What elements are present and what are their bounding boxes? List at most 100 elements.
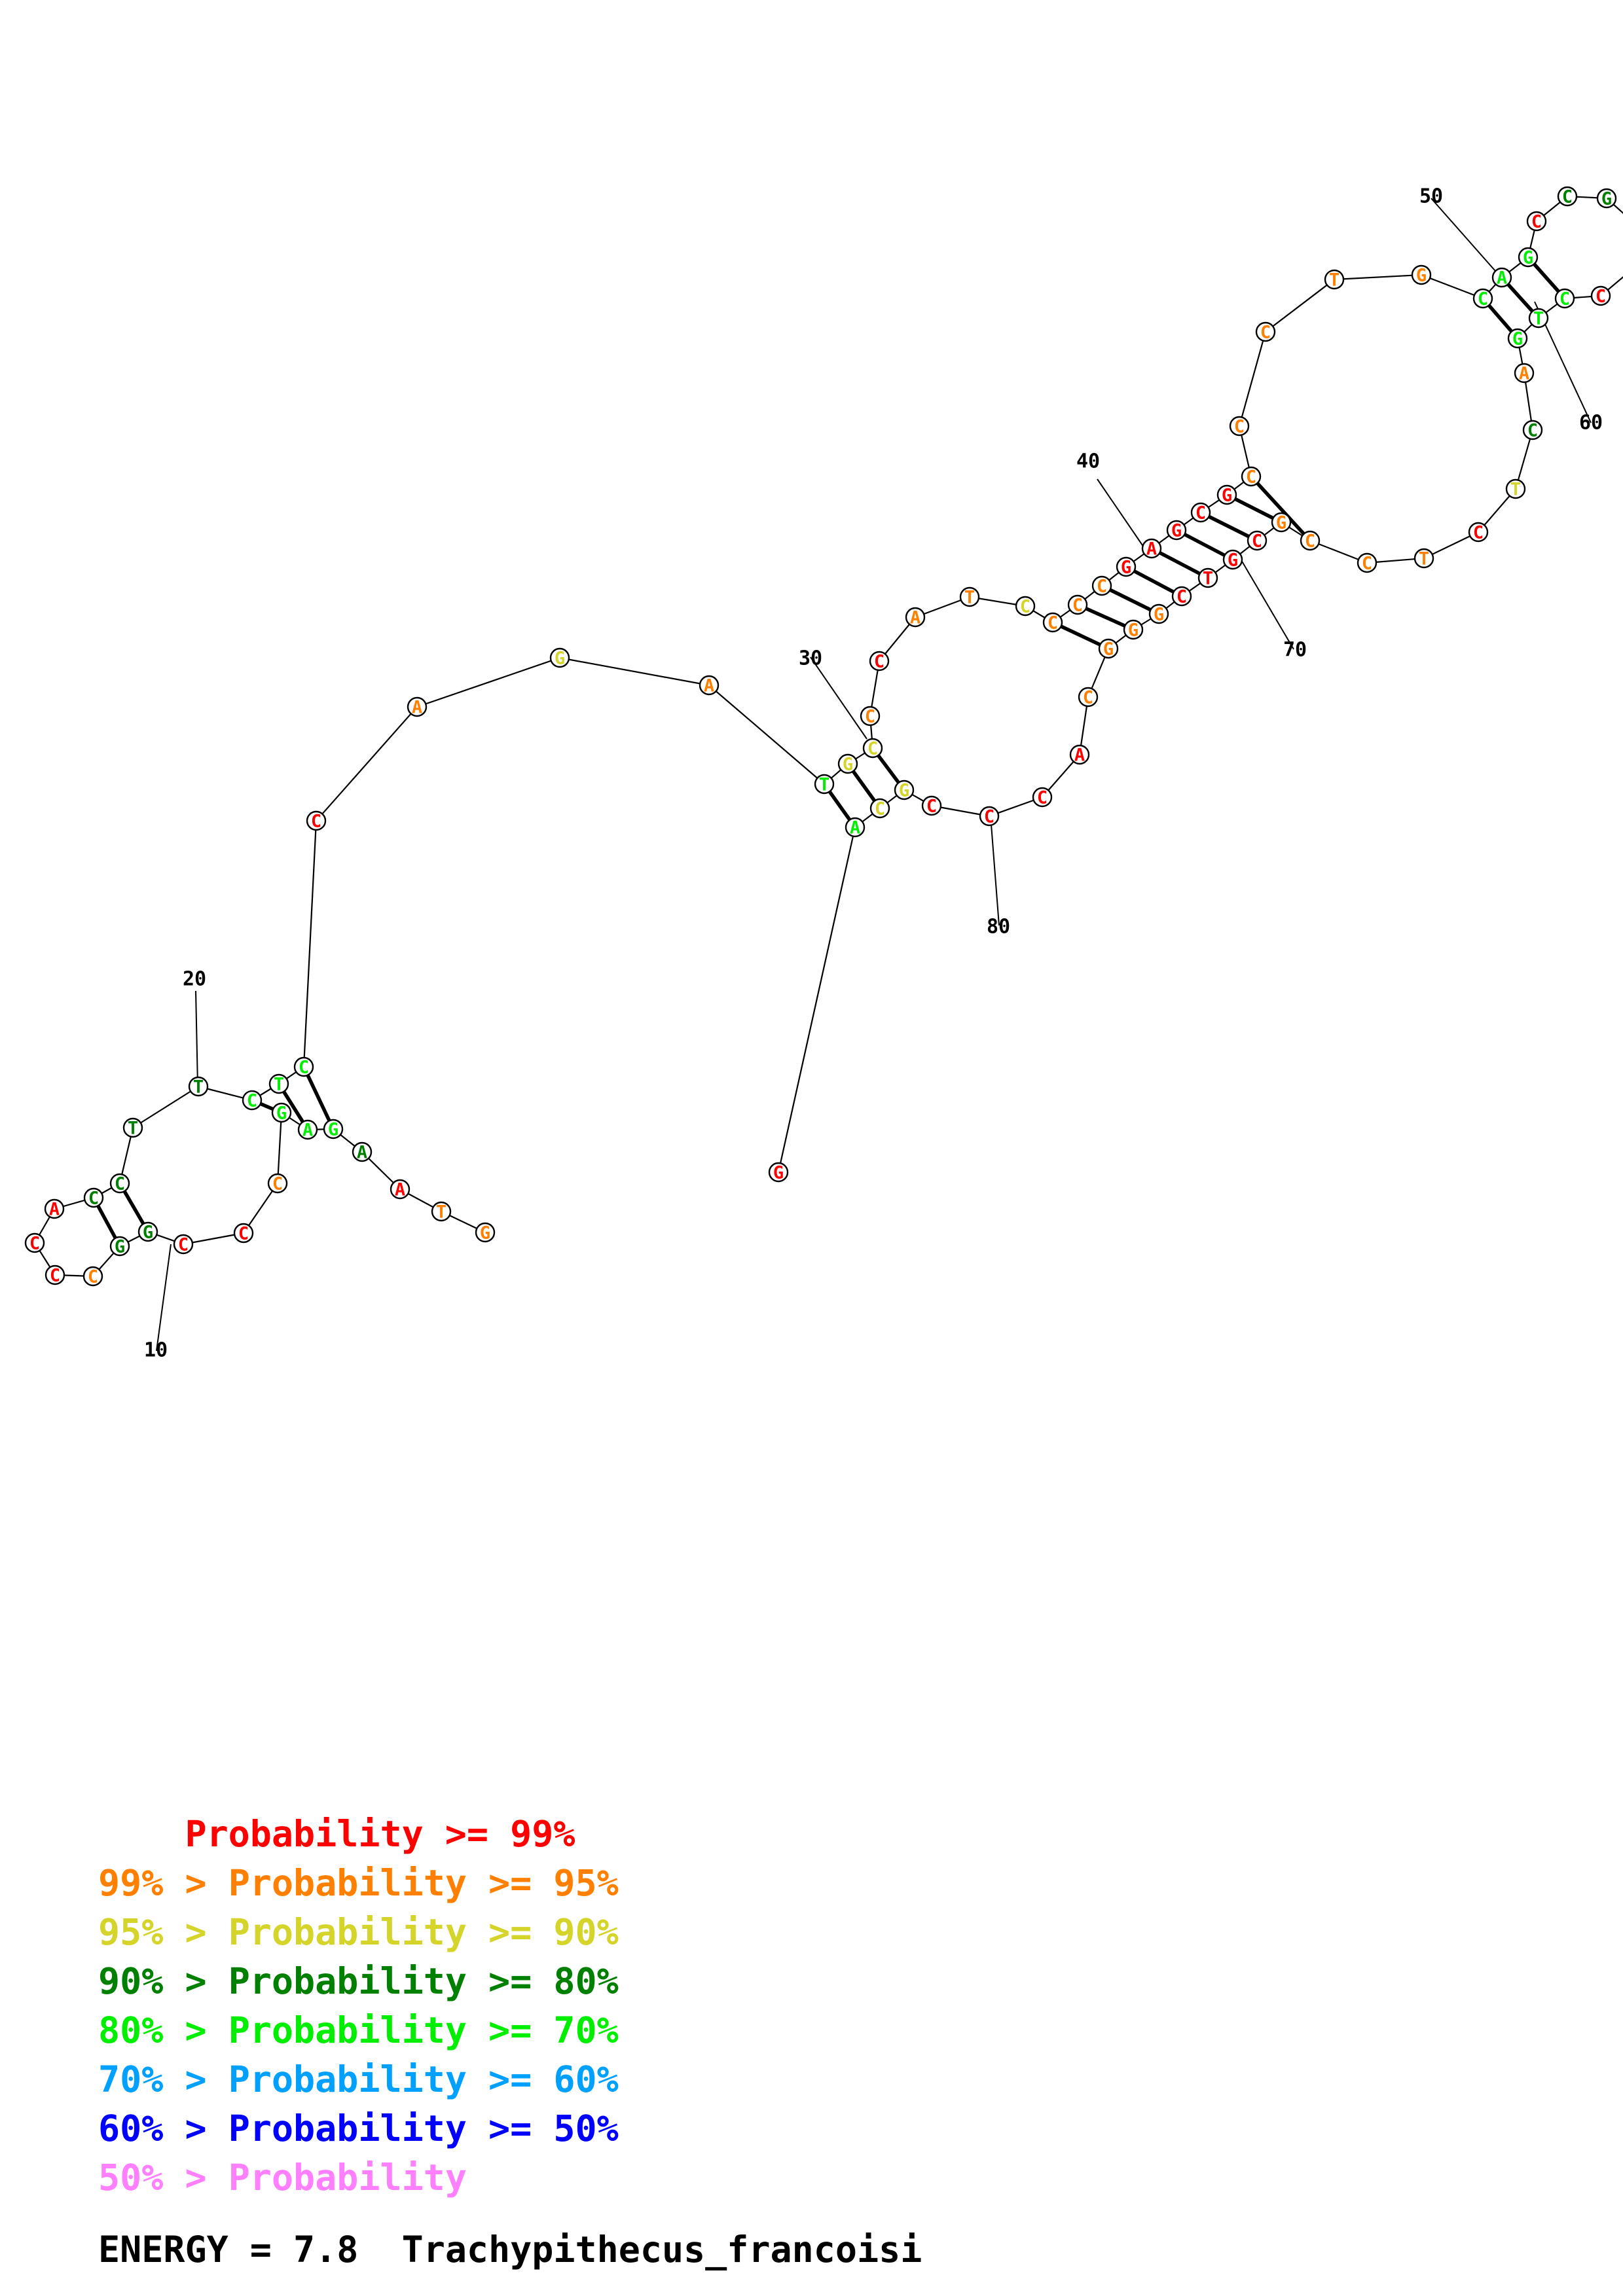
nucleotide-base: G xyxy=(1512,329,1523,350)
nucleotide-circle xyxy=(1241,466,1262,487)
nucleotide-base: A xyxy=(910,608,921,628)
position-label-70: 70 xyxy=(1283,639,1307,662)
nucleotide-base: C xyxy=(865,707,875,727)
base-pair-5-23 xyxy=(302,1066,335,1130)
nucleotide-circle xyxy=(1148,603,1169,624)
nucleotide-base: C xyxy=(1195,503,1206,524)
backbone-segment xyxy=(276,1112,283,1184)
energy-footer: ENERGY = 7.8 Trachypithecus_francoisi xyxy=(98,2229,922,2270)
nucleotide-base: T xyxy=(193,1077,204,1098)
backbone-segment xyxy=(183,1232,244,1246)
nucleotide-base: G xyxy=(115,1237,125,1257)
backbone-segment xyxy=(1238,331,1267,427)
nucleotide-base: C xyxy=(115,1174,125,1194)
nucleotide-base: G xyxy=(1601,189,1612,209)
nucleotide-83: A xyxy=(845,817,866,838)
nucleotide-circle xyxy=(862,738,883,759)
nucleotide-circle xyxy=(323,1119,344,1139)
nucleotide-base: C xyxy=(1234,417,1245,437)
nucleotide-54: G xyxy=(1596,188,1617,209)
nucleotide-circle xyxy=(1526,211,1547,232)
nucleotide-circle xyxy=(1098,638,1119,659)
nucleotide-circle xyxy=(1507,328,1528,349)
nucleotide-base: C xyxy=(874,652,884,672)
nucleotide-16: A xyxy=(44,1198,65,1220)
nucleotide-circle xyxy=(173,1234,194,1255)
nucleotide-15: C xyxy=(24,1232,45,1254)
nucleotide-44: C xyxy=(1241,466,1262,488)
nucleotide-66: C xyxy=(1357,552,1377,574)
nucleotide-74: G xyxy=(1123,619,1144,641)
nucleotide-circle xyxy=(921,795,942,816)
nucleotide-circle xyxy=(1247,530,1267,551)
nucleotide-circle xyxy=(1229,416,1250,437)
nucleotide-6: A xyxy=(297,1119,318,1141)
base-pair-38-73 xyxy=(1101,584,1160,616)
nucleotide-26: G xyxy=(549,647,570,669)
nucleotide-base: G xyxy=(1228,550,1238,571)
nucleotide-circle xyxy=(1190,502,1211,523)
nucleotide-circle xyxy=(959,586,980,607)
nucleotide-circle xyxy=(1522,420,1543,440)
base-pair-42-69 xyxy=(1199,511,1258,543)
nucleotide-base: T xyxy=(1533,309,1544,329)
nucleotide-25: A xyxy=(407,696,428,718)
nucleotide-base: C xyxy=(1176,587,1187,607)
position-tick-70 xyxy=(1236,552,1294,650)
nucleotide-base: C xyxy=(926,797,937,817)
nucleotide-circle xyxy=(1067,594,1088,615)
nucleotide-circle xyxy=(1324,269,1345,290)
nucleotide-24: C xyxy=(306,810,327,832)
legend-prefix: 60% > xyxy=(98,2108,228,2149)
backbone-segment xyxy=(1309,539,1368,564)
nucleotide-22: T xyxy=(268,1073,289,1095)
nucleotide-circle xyxy=(869,651,890,672)
nucleotide-base: C xyxy=(1246,467,1256,488)
nucleotide-3: A xyxy=(390,1179,410,1200)
nucleotide-base: G xyxy=(1128,620,1139,641)
legend-text: Probability >= 95% xyxy=(228,1862,619,1904)
legend-row-0: Probability >= 99% xyxy=(98,1810,619,1859)
legend-text: Probability >= 80% xyxy=(228,1960,619,2002)
nucleotide-10: C xyxy=(173,1234,194,1255)
backbone-segment xyxy=(1421,274,1484,300)
position-tick-40 xyxy=(1097,478,1144,548)
nucleotide-base: T xyxy=(436,1202,447,1223)
legend-prefix: 95% > xyxy=(98,1911,228,1953)
nucleotide-base: C xyxy=(178,1235,189,1255)
nucleotide-base: C xyxy=(29,1234,40,1254)
nucleotide-base: C xyxy=(1305,531,1315,552)
nucleotide-circle xyxy=(122,1117,143,1138)
nucleotide-base: G xyxy=(1523,248,1533,268)
nucleotide-circle xyxy=(390,1179,410,1200)
nucleotide-63: T xyxy=(1505,478,1526,500)
nucleotide-circle xyxy=(431,1201,452,1222)
nucleotide-base: C xyxy=(1362,554,1372,574)
nucleotide-circle xyxy=(1042,612,1063,633)
nucleotide-base: C xyxy=(299,1058,309,1078)
nucleotide-circle xyxy=(137,1221,158,1242)
nucleotide-65: T xyxy=(1413,548,1434,569)
nucleotide-52: C xyxy=(1526,211,1547,232)
nucleotide-2: T xyxy=(431,1201,452,1223)
legend-text: Probability >= 60% xyxy=(228,2058,619,2100)
nucleotide-81: G xyxy=(894,780,915,801)
nucleotide-77: A xyxy=(1069,744,1090,766)
nucleotide-base: G xyxy=(1171,521,1182,541)
nucleotide-circle xyxy=(1596,188,1617,209)
nucleotide-circle xyxy=(860,706,881,726)
nucleotide-circle xyxy=(242,1090,263,1111)
backbone-segment xyxy=(1265,279,1335,332)
nucleotide-base: G xyxy=(276,1103,287,1124)
nucleotide-base: G xyxy=(1416,266,1427,286)
nucleotide-circle xyxy=(1078,687,1099,708)
base-pair-43-68 xyxy=(1226,493,1283,524)
base-pair-39-72 xyxy=(1125,565,1183,598)
nucleotide-base: C xyxy=(1531,212,1542,232)
nucleotide-57: C xyxy=(1590,285,1611,307)
nucleotide-29: G xyxy=(837,753,858,775)
nucleotide-circle xyxy=(1222,549,1243,570)
nucleotide-base: A xyxy=(49,1200,60,1220)
nucleotide-base: C xyxy=(984,807,994,827)
nucleotide-circle xyxy=(24,1232,45,1253)
